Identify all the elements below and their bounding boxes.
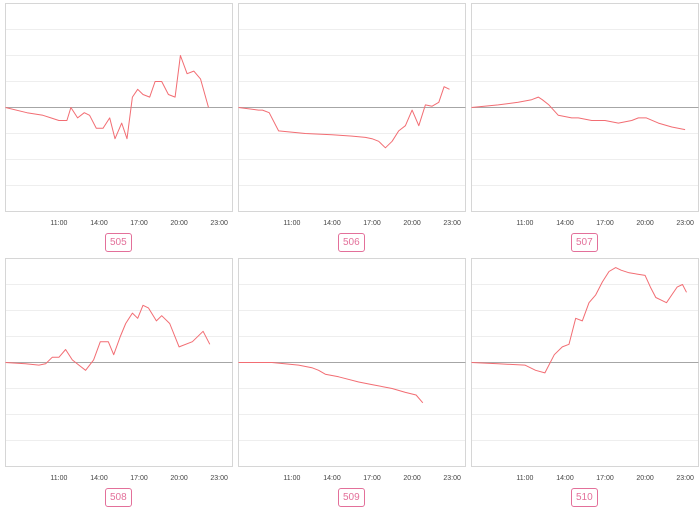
x-tick-label: 17:00 (363, 475, 381, 482)
series-line (238, 362, 424, 404)
x-tick-label: 17:00 (596, 220, 614, 227)
x-tick-label: 20:00 (403, 475, 421, 482)
chart-label-badge: 508 (105, 488, 132, 507)
chart-label-badge: 509 (338, 488, 365, 507)
chart-label-badge: 505 (105, 233, 132, 252)
x-tick-label: 14:00 (323, 475, 341, 482)
x-tick-label: 14:00 (556, 220, 574, 227)
x-tick-label: 17:00 (363, 220, 381, 227)
x-tick-label: 14:00 (90, 220, 108, 227)
x-tick-label: 11:00 (283, 475, 300, 482)
series-line (238, 86, 450, 149)
x-tick-label: 17:00 (130, 475, 148, 482)
x-tick-label: 23:00 (443, 220, 461, 227)
x-tick-label: 11:00 (516, 475, 533, 482)
chart-507: 11:00 14:00 17:00 20:00 23:00 (471, 3, 699, 227)
x-tick-label: 14:00 (90, 475, 108, 482)
x-tick-label: 14:00 (323, 220, 341, 227)
x-tick-label: 11:00 (516, 220, 533, 227)
series-line (5, 55, 209, 140)
series-line (471, 267, 687, 374)
chart-label-badge: 506 (338, 233, 365, 252)
x-tick-label: 20:00 (170, 475, 188, 482)
chart-505: 11:00 14:00 17:00 20:00 23:00 (5, 3, 233, 227)
x-tick-label: 11:00 (50, 475, 67, 482)
x-tick-label: 17:00 (596, 475, 614, 482)
x-tick-label: 23:00 (210, 220, 228, 227)
chart-508: 11:00 14:00 17:00 20:00 23:00 (5, 258, 233, 482)
chart-506: 11:00 14:00 17:00 20:00 23:00 (238, 3, 466, 227)
x-tick-label: 23:00 (676, 475, 694, 482)
chart-509: 11:00 14:00 17:00 20:00 23:00 (238, 258, 466, 482)
series-line (5, 304, 211, 371)
x-tick-label: 23:00 (676, 220, 694, 227)
x-tick-label: 14:00 (556, 475, 574, 482)
series-line (471, 96, 686, 131)
x-tick-label: 17:00 (130, 220, 148, 227)
x-tick-label: 20:00 (636, 475, 654, 482)
x-tick-label: 23:00 (210, 475, 228, 482)
chart-label-badge: 510 (571, 488, 598, 507)
x-tick-label: 20:00 (636, 220, 654, 227)
x-tick-label: 20:00 (170, 220, 188, 227)
chart-label-badge: 507 (571, 233, 598, 252)
x-tick-label: 11:00 (283, 220, 300, 227)
x-tick-label: 20:00 (403, 220, 421, 227)
x-tick-label: 23:00 (443, 475, 461, 482)
chart-510: 11:00 14:00 17:00 20:00 23:00 (471, 258, 699, 482)
x-tick-label: 11:00 (50, 220, 67, 227)
